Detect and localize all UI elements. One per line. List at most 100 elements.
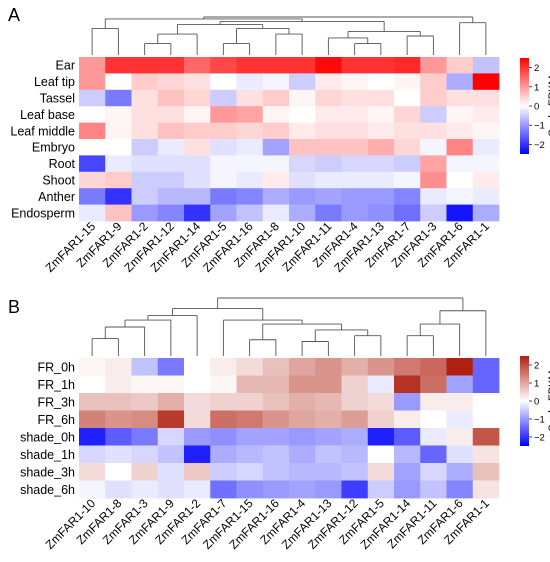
heatmap-b-legend-tick-label: 0	[534, 397, 539, 408]
heatmap-a-cell	[236, 188, 264, 205]
heatmap-a-cell	[367, 204, 395, 222]
heatmap-a-cell	[157, 155, 185, 173]
heatmap-b-cell	[446, 393, 474, 411]
heatmap-b-cell	[131, 393, 159, 411]
heatmap-a-cell	[315, 57, 342, 74]
heatmap-a-cell	[420, 171, 447, 189]
heatmap-a-cell	[472, 73, 500, 91]
heatmap-b-cell	[472, 428, 500, 446]
heatmap-a-cell	[131, 155, 159, 173]
heatmap-a-cell	[420, 122, 447, 140]
heatmap-b-cell	[394, 358, 421, 376]
heatmap-b-cell	[157, 410, 185, 429]
heatmap-a-row-label: Root	[49, 157, 76, 171]
heatmap-b-cell	[472, 480, 500, 499]
heatmap-b-cell	[131, 428, 159, 446]
heatmap-a-cell	[105, 188, 132, 205]
heatmap-a-legend-bar	[520, 58, 529, 154]
heatmap-b-cell	[315, 375, 342, 394]
heatmap-b-cell	[420, 375, 447, 394]
heatmap-a-cell	[262, 139, 290, 156]
heatmap-a-cell	[341, 155, 369, 173]
heatmap-a-cell	[315, 122, 342, 140]
heatmap-a-cell	[446, 155, 474, 173]
heatmap-b-cell	[236, 410, 264, 429]
heatmap-b-cell	[105, 445, 132, 464]
heatmap-b-cell	[157, 445, 185, 464]
heatmap-a-cell	[394, 122, 421, 140]
heatmap-a-cell	[289, 204, 316, 222]
heatmap-b-cell	[184, 410, 211, 429]
heatmap-a-legend-tick-label: 0	[534, 102, 539, 113]
heatmap-b-cell	[184, 393, 211, 411]
heatmap-b-cell	[184, 480, 211, 499]
heatmap-b-cell	[236, 358, 264, 376]
heatmap-b-cell	[367, 393, 395, 411]
heatmap-b-cell	[79, 375, 106, 394]
heatmap-a-cell	[394, 155, 421, 173]
heatmap-a-row-label: Tassel	[40, 92, 75, 106]
heatmap-b-cell	[341, 445, 369, 464]
heatmap-a-cell	[394, 57, 421, 74]
heatmap-a-cell	[262, 106, 290, 123]
heatmap-b-row-label: FR_0h	[37, 360, 75, 374]
heatmap-a-cell	[157, 188, 185, 205]
heatmap-a-cell	[289, 57, 316, 74]
heatmap-b-cell	[289, 480, 316, 499]
heatmap-b-cell	[315, 445, 342, 464]
heatmap-a-cell	[446, 171, 474, 189]
heatmap-b-cell	[420, 410, 447, 429]
heatmap-a-cell	[262, 188, 290, 205]
heatmap-a-cell	[184, 171, 211, 189]
heatmap-b-cell	[79, 410, 106, 429]
heatmap-a-cell	[79, 188, 106, 205]
heatmap-b-cell	[472, 358, 500, 376]
heatmap-a-row-label: Ear	[56, 59, 75, 73]
heatmap-a-cell	[289, 122, 316, 140]
heatmap-b-cell	[446, 445, 474, 464]
heatmap-b-cell	[210, 358, 237, 376]
heatmap-a-cell	[184, 122, 211, 140]
heatmap-b-cell	[236, 480, 264, 499]
heatmap-a-cell	[157, 139, 185, 156]
heatmap-a-cell	[184, 73, 211, 91]
heatmap-panel-b: FR_0h FR_1h FR_3h FR_6h shade_0h shade_1hshad…	[20, 297, 550, 552]
heatmap-b-cell	[367, 463, 395, 481]
heatmap-b-cell	[262, 410, 290, 429]
heatmap-a-cell	[472, 188, 500, 205]
heatmap-a-cell	[341, 106, 369, 123]
heatmap-b-cell	[315, 393, 342, 411]
heatmap-b-cell	[210, 375, 237, 394]
heatmap-a-cell	[184, 139, 211, 156]
heatmap-a-cell	[394, 204, 421, 222]
heatmap-b-legend-bar	[520, 356, 529, 446]
heatmap-a-cell	[157, 171, 185, 189]
heatmap-a-cell	[420, 106, 447, 123]
heatmap-a-cell	[131, 188, 159, 205]
heatmap-b-cell	[341, 375, 369, 394]
heatmap-a-cell	[446, 73, 474, 91]
heatmap-b-cell	[210, 393, 237, 411]
heatmap-b-cell	[157, 358, 185, 376]
heatmap-a-cell	[289, 171, 316, 189]
heatmap-b-cell	[315, 463, 342, 481]
heatmap-a-cell	[367, 171, 395, 189]
heatmap-a-cell	[367, 188, 395, 205]
heatmap-a-legend-title: Scale FPKM	[547, 75, 550, 136]
heatmap-b-cell	[236, 393, 264, 411]
heatmap-a-cell	[315, 155, 342, 173]
heatmap-a-cell	[420, 57, 447, 74]
heatmap-b-cell	[262, 428, 290, 446]
heatmap-b-cell	[79, 428, 106, 446]
heatmap-a-cell	[341, 57, 369, 74]
heatmap-a-cell	[262, 204, 290, 222]
heatmap-b-cell	[420, 463, 447, 481]
heatmap-b-cell	[262, 480, 290, 499]
heatmap-a-cell	[289, 73, 316, 91]
heatmap-a-legend-tick-label: −1	[534, 121, 545, 132]
heatmap-a-cell	[210, 188, 237, 205]
heatmap-a-cell	[341, 73, 369, 91]
heatmap-b-cell	[105, 410, 132, 429]
heatmap-b-cell	[367, 358, 395, 376]
heatmap-b-cell	[105, 358, 132, 376]
